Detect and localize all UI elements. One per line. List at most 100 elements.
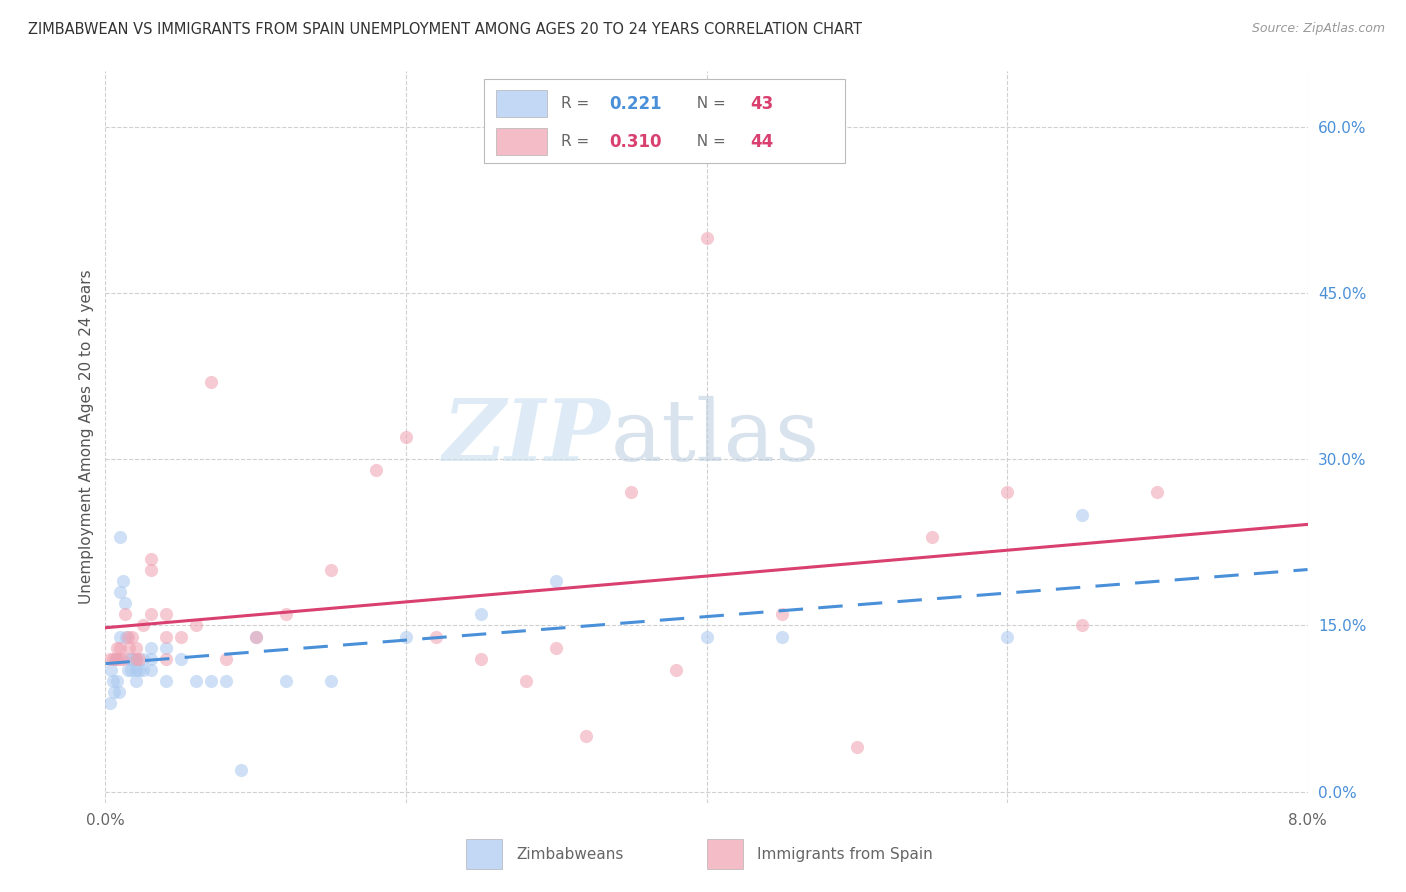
Point bbox=[101, 673, 124, 688]
Point bbox=[845, 740, 868, 755]
Point bbox=[128, 663, 150, 677]
Point bbox=[104, 651, 127, 665]
Point bbox=[124, 651, 146, 665]
Point bbox=[1071, 508, 1094, 522]
FancyBboxPatch shape bbox=[496, 90, 547, 118]
Point bbox=[139, 663, 162, 677]
Point bbox=[229, 763, 252, 777]
Point bbox=[132, 651, 155, 665]
Point bbox=[124, 651, 146, 665]
Point bbox=[108, 685, 131, 699]
FancyBboxPatch shape bbox=[465, 839, 502, 869]
Point bbox=[155, 640, 177, 655]
Point bbox=[319, 563, 342, 577]
Point bbox=[124, 673, 146, 688]
Text: Immigrants from Spain: Immigrants from Spain bbox=[756, 847, 932, 862]
Point bbox=[110, 530, 132, 544]
Point bbox=[120, 663, 142, 677]
Point bbox=[214, 651, 236, 665]
Point bbox=[139, 651, 162, 665]
Point bbox=[155, 673, 177, 688]
Point bbox=[245, 630, 267, 644]
Point bbox=[319, 673, 342, 688]
Point bbox=[110, 585, 132, 599]
Point bbox=[118, 651, 141, 665]
Point bbox=[696, 230, 718, 244]
Point bbox=[124, 640, 146, 655]
Point bbox=[139, 563, 162, 577]
FancyBboxPatch shape bbox=[707, 839, 742, 869]
Point bbox=[515, 673, 537, 688]
Point bbox=[132, 663, 155, 677]
Point bbox=[114, 596, 136, 610]
Point bbox=[575, 729, 598, 743]
Point bbox=[425, 630, 447, 644]
Point bbox=[1146, 485, 1168, 500]
Point bbox=[470, 607, 492, 622]
Point bbox=[101, 651, 124, 665]
Point bbox=[128, 651, 150, 665]
Point bbox=[139, 607, 162, 622]
Text: N =: N = bbox=[688, 134, 731, 149]
Point bbox=[184, 618, 207, 632]
Point bbox=[121, 651, 143, 665]
Text: ZIMBABWEAN VS IMMIGRANTS FROM SPAIN UNEMPLOYMENT AMONG AGES 20 TO 24 YEARS CORRE: ZIMBABWEAN VS IMMIGRANTS FROM SPAIN UNEM… bbox=[28, 22, 862, 37]
Text: 43: 43 bbox=[749, 95, 773, 112]
Point bbox=[107, 673, 129, 688]
Point bbox=[112, 574, 135, 589]
Text: atlas: atlas bbox=[610, 395, 820, 479]
Point bbox=[155, 607, 177, 622]
Point bbox=[169, 651, 191, 665]
Point bbox=[470, 651, 492, 665]
Point bbox=[118, 640, 141, 655]
Point bbox=[155, 630, 177, 644]
Text: R =: R = bbox=[561, 134, 595, 149]
Text: Zimbabweans: Zimbabweans bbox=[516, 847, 624, 862]
Text: 0.221: 0.221 bbox=[609, 95, 662, 112]
Point bbox=[112, 651, 135, 665]
Y-axis label: Unemployment Among Ages 20 to 24 years: Unemployment Among Ages 20 to 24 years bbox=[79, 269, 94, 605]
Point bbox=[995, 485, 1018, 500]
Point bbox=[184, 673, 207, 688]
Point bbox=[121, 630, 143, 644]
Point bbox=[770, 630, 793, 644]
Text: 0.310: 0.310 bbox=[609, 133, 662, 151]
Point bbox=[364, 463, 387, 477]
Point bbox=[995, 630, 1018, 644]
FancyBboxPatch shape bbox=[496, 128, 547, 155]
Point bbox=[395, 430, 418, 444]
Point bbox=[214, 673, 236, 688]
Point bbox=[107, 640, 129, 655]
Point bbox=[274, 607, 297, 622]
Point bbox=[139, 552, 162, 566]
Point bbox=[620, 485, 643, 500]
Point bbox=[110, 651, 132, 665]
Point bbox=[98, 651, 121, 665]
Point bbox=[114, 607, 136, 622]
Point bbox=[921, 530, 943, 544]
Point bbox=[169, 630, 191, 644]
Point bbox=[546, 640, 568, 655]
Point bbox=[117, 663, 139, 677]
Point bbox=[200, 375, 222, 389]
Text: Source: ZipAtlas.com: Source: ZipAtlas.com bbox=[1251, 22, 1385, 36]
Point bbox=[115, 630, 138, 644]
Point bbox=[100, 663, 122, 677]
Text: N =: N = bbox=[688, 96, 731, 111]
Point bbox=[770, 607, 793, 622]
FancyBboxPatch shape bbox=[484, 78, 845, 162]
Point bbox=[98, 696, 121, 710]
Point bbox=[103, 685, 125, 699]
Point bbox=[1071, 618, 1094, 632]
Point bbox=[124, 663, 146, 677]
Point bbox=[110, 640, 132, 655]
Point bbox=[132, 618, 155, 632]
Point bbox=[665, 663, 688, 677]
Point bbox=[696, 630, 718, 644]
Point bbox=[104, 651, 127, 665]
Point bbox=[546, 574, 568, 589]
Point bbox=[139, 640, 162, 655]
Point bbox=[274, 673, 297, 688]
Text: 44: 44 bbox=[749, 133, 773, 151]
Point bbox=[110, 630, 132, 644]
